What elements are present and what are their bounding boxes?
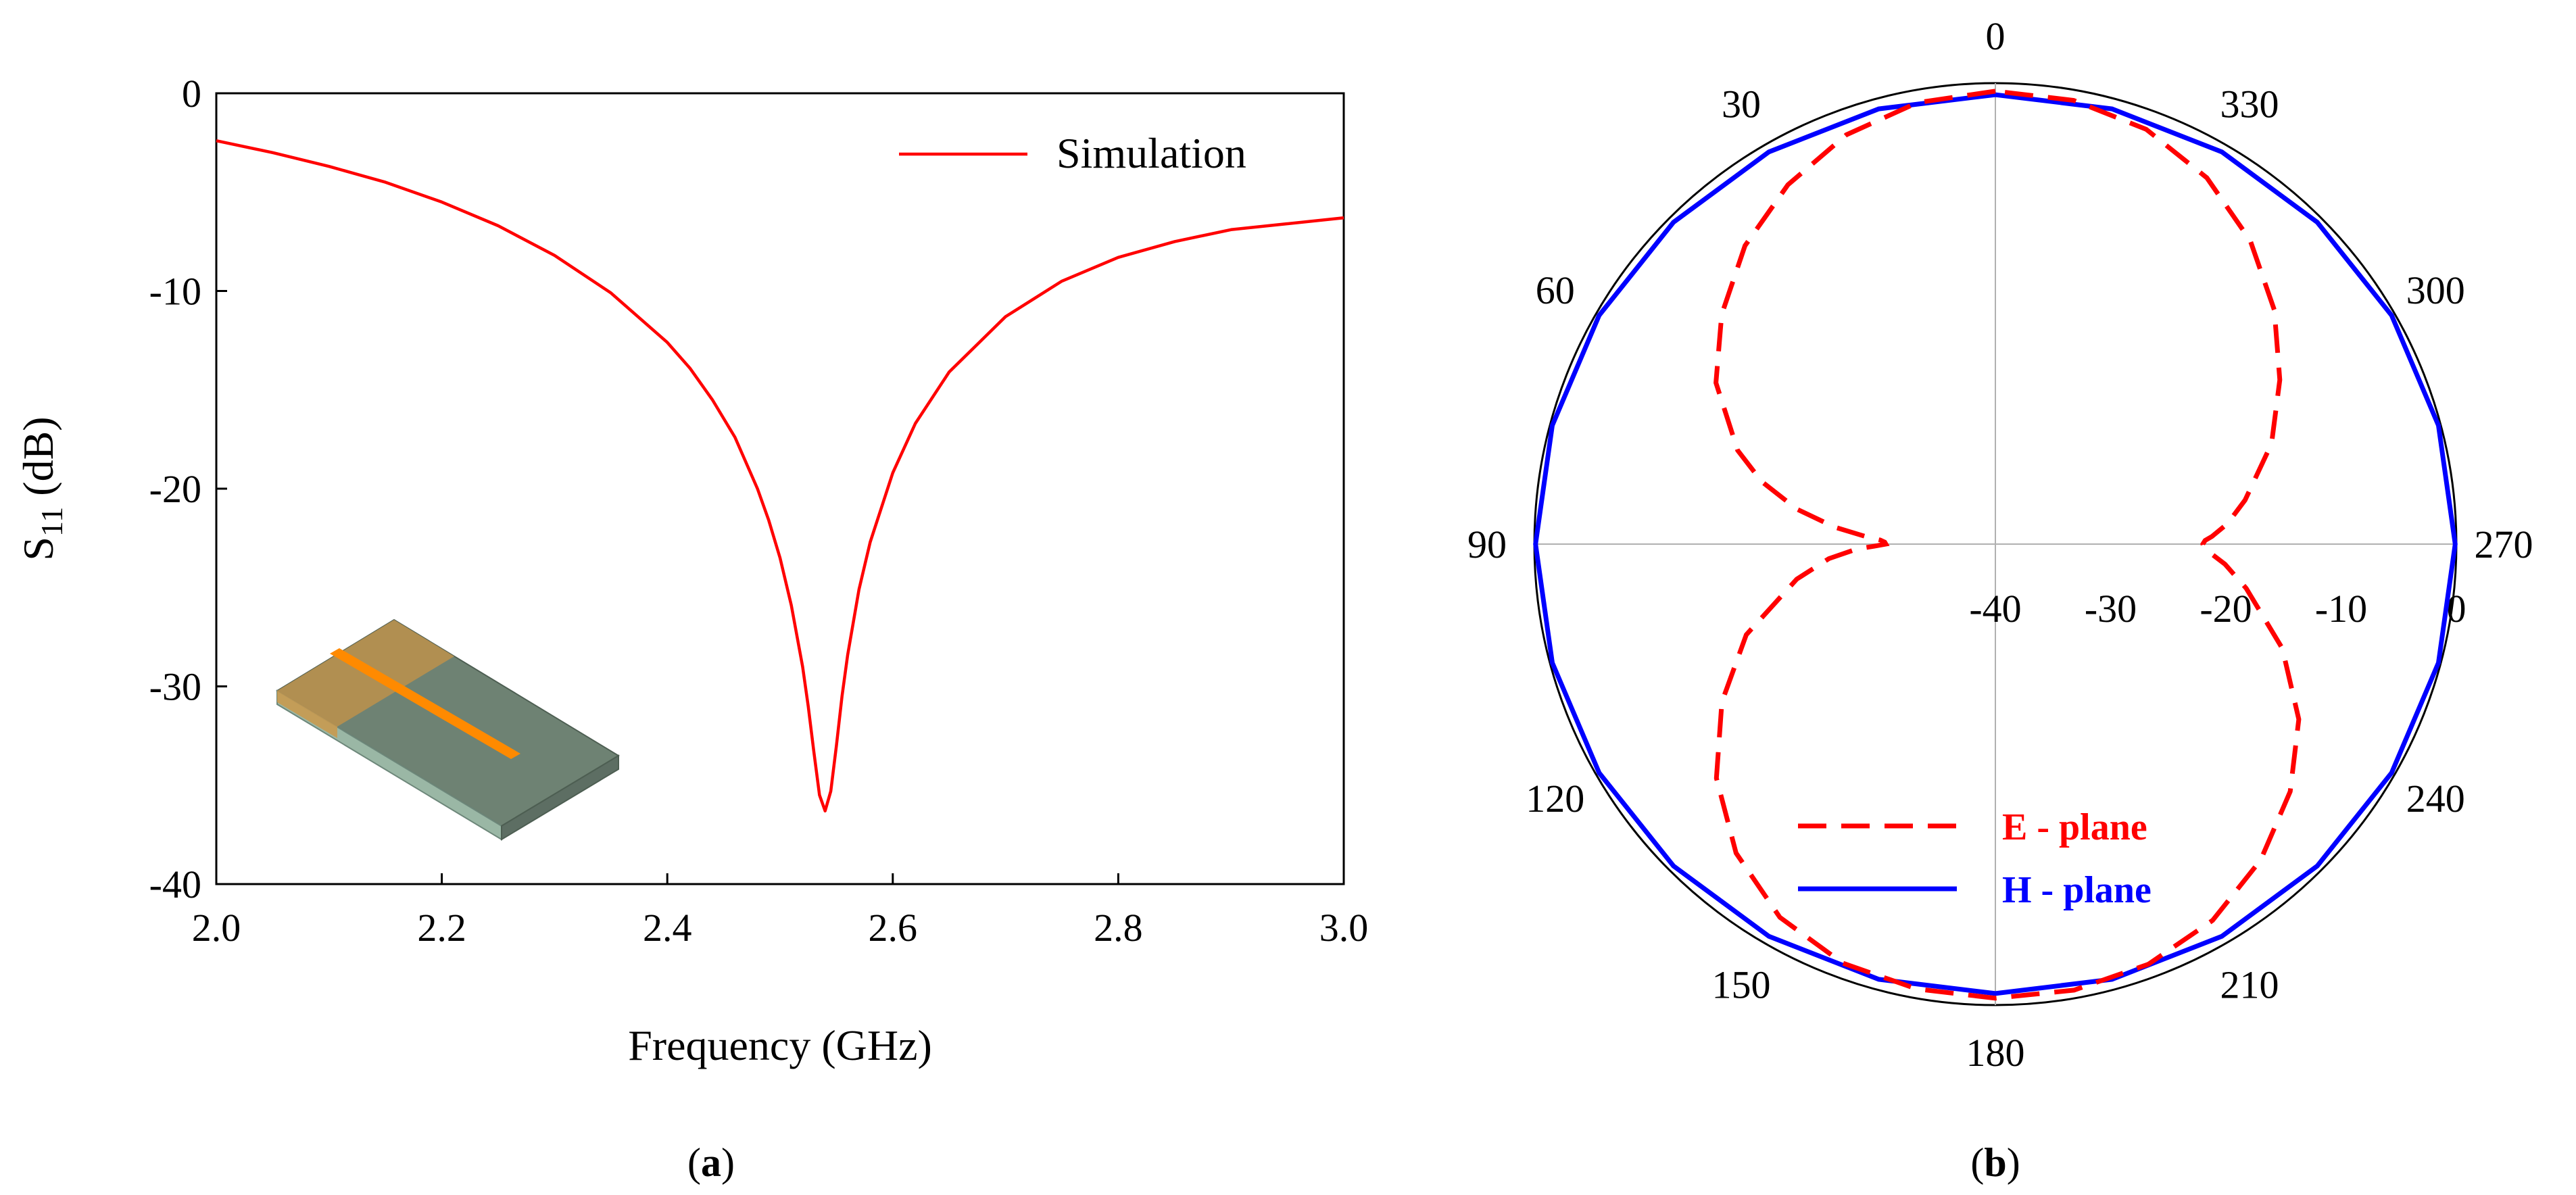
radial-label: -30 — [2085, 587, 2137, 631]
angle-label: 120 — [1526, 777, 1584, 821]
angle-label: 90 — [1467, 522, 1507, 566]
angle-label: 0 — [1986, 14, 2006, 58]
y-axis-title-main: S — [14, 537, 62, 561]
x-tick-label: 2.6 — [869, 906, 918, 950]
h-plane-curve — [1533, 92, 2458, 996]
polar-angle-labels: 0 30 60 90 120 150 180 210 240 270 300 330 — [1467, 14, 2533, 1075]
y-tick-label: -10 — [149, 270, 201, 314]
radial-label: -10 — [2315, 587, 2367, 631]
y-tick-label: -20 — [149, 467, 201, 511]
y-tick-label: -30 — [149, 665, 201, 709]
caption-a-open: ( — [687, 1140, 701, 1185]
legend-label-e-plane: E - plane — [2002, 806, 2147, 848]
legend: Simulation — [899, 129, 1246, 177]
radial-label: -20 — [2200, 587, 2252, 631]
angle-label: 180 — [1966, 1031, 2025, 1075]
radiation-pattern-chart: 0 30 60 90 120 150 180 210 240 270 300 330 -40 -30 -2… — [1467, 14, 2533, 1075]
angle-label: 150 — [1712, 962, 1771, 1006]
angle-label: 30 — [1722, 82, 1761, 126]
x-tick-label: 2.4 — [643, 906, 692, 950]
antenna-model-inset — [276, 618, 620, 841]
substrate-right-edge — [501, 754, 619, 841]
caption-a: (a) — [687, 1140, 735, 1185]
x-tick-label: 2.8 — [1094, 906, 1143, 950]
angle-label: 60 — [1536, 268, 1575, 312]
y-axis-title: S11 (dB) — [14, 416, 69, 560]
caption-a-close: ) — [721, 1140, 735, 1185]
x-axis-title: Frequency (GHz) — [628, 1021, 932, 1069]
s11-chart: 0 -10 -20 -30 -40 2.0 2.2 2.4 2.6 2.8 3.0 S11 (dB… — [14, 72, 1368, 1069]
y-tick-label: -40 — [149, 862, 201, 906]
e-plane-curve — [1714, 89, 2302, 1001]
radial-label: -40 — [1969, 587, 2021, 631]
simulation-curve — [216, 139, 1344, 813]
angle-label: 300 — [2406, 268, 2465, 312]
feed-strip — [330, 648, 520, 759]
x-tick-label: 3.0 — [1319, 906, 1369, 950]
x-axis-ticks: 2.0 2.2 2.4 2.6 2.8 3.0 — [192, 873, 1369, 950]
angle-label: 210 — [2220, 962, 2279, 1006]
caption-b-open: ( — [1970, 1140, 1984, 1185]
ground-plane-edge — [277, 691, 337, 738]
caption-b: (b) — [1970, 1140, 2020, 1185]
legend-label-h-plane: H - plane — [2002, 869, 2152, 911]
caption-a-letter: a — [701, 1140, 721, 1185]
y-axis-title-subscript: 11 — [34, 507, 69, 537]
legend-label-simulation: Simulation — [1056, 129, 1246, 177]
x-tick-label: 2.0 — [192, 906, 241, 950]
y-axis-ticks: 0 -10 -20 -30 -40 — [149, 72, 227, 906]
x-tick-label: 2.2 — [417, 906, 466, 950]
polar-legend: E - plane H - plane — [1798, 806, 2152, 911]
polar-radial-labels: -40 -30 -20 -10 0 — [1969, 587, 2466, 631]
y-tick-label: 0 — [182, 72, 201, 116]
caption-b-letter: b — [1984, 1140, 2006, 1185]
caption-b-close: ) — [2007, 1140, 2020, 1185]
angle-label: 270 — [2475, 522, 2533, 566]
angle-label: 330 — [2220, 82, 2279, 126]
angle-label: 240 — [2406, 777, 2465, 821]
y-axis-title-unit: (dB) — [14, 416, 62, 506]
